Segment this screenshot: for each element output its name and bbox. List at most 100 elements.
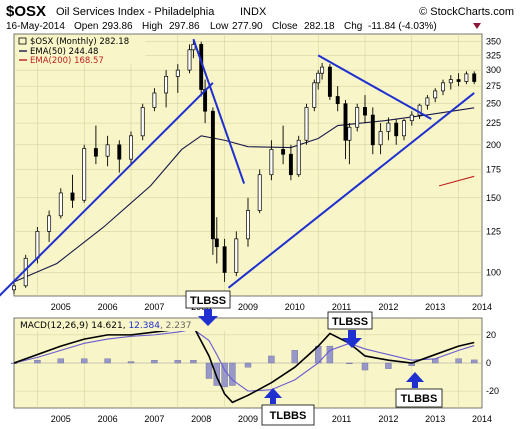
trendline (317, 54, 432, 120)
macd-histogram-bar (229, 362, 236, 386)
macd-x-tick-label: 2013 (425, 414, 445, 424)
price-x-tick-label: 2011 (332, 302, 351, 312)
candle-body (82, 148, 87, 201)
candle-body (370, 114, 375, 146)
chart-symbol: $OSX (6, 3, 46, 20)
candle-body (355, 107, 360, 128)
macd-histogram-bar (244, 362, 252, 368)
candle-body (257, 174, 262, 211)
macd-histogram-bar (326, 345, 334, 364)
quote-low: 277.90 (232, 21, 263, 32)
candle-body (425, 97, 430, 106)
price-y-tick-label: 350 (486, 37, 501, 47)
macd-histogram-bar (127, 361, 135, 364)
candle-body (214, 238, 219, 248)
quote-high: 297.86 (169, 21, 200, 32)
callout-tlbss-2008: TLBSS (185, 290, 231, 326)
candle-body (117, 144, 122, 160)
macd-x-tick-label: 2009 (238, 414, 258, 424)
price-y-tick-label: 300 (486, 65, 501, 75)
macd-y-tick-label: 20 (486, 330, 496, 340)
ema200-series (438, 175, 475, 187)
macd-histogram-bar (174, 359, 182, 364)
price-panel (13, 33, 483, 297)
candle-body (312, 82, 317, 108)
legend-box (17, 36, 145, 64)
candle-body (222, 246, 227, 273)
brand-logo[interactable]: © StockCharts.com (419, 6, 514, 18)
macd-x-tick-label: 2012 (378, 414, 398, 424)
price-x-axis: 2005200620072008200920102011201220132014 (51, 302, 492, 312)
arrow-down-icon (198, 309, 218, 326)
price-y-axis: 100 125 150 175 200 225 250 275 300 325 350 (486, 37, 501, 278)
price-x-tick-label: 2012 (378, 302, 398, 312)
trendline (227, 92, 475, 289)
callout-tlbbs-2013: TLBBS (395, 372, 443, 408)
macd-histogram-bar (455, 358, 462, 364)
macd-histogram-bar (57, 358, 64, 364)
macd-y-axis: -20 0 20 (486, 330, 499, 396)
macd-signal-line (13, 328, 475, 392)
candle-body (288, 153, 293, 176)
candle-body (409, 114, 414, 122)
macd-histogram-bar (361, 362, 369, 371)
quote-high-label: High (142, 21, 163, 32)
legend-ema50: EMA(50) 244.48 (30, 47, 98, 57)
candle-body (363, 107, 367, 116)
candle-body (347, 126, 352, 141)
macd-histogram-bar (190, 359, 197, 364)
price-y-tick-label: 325 (486, 50, 501, 60)
macd-y-tick-label: -20 (486, 386, 499, 396)
macd-histogram-bar (291, 350, 298, 364)
candle-body (210, 110, 215, 240)
macd-histogram-bar (213, 362, 221, 386)
price-y-tick-label: 175 (486, 164, 501, 174)
price-x-tick-label: 2005 (51, 302, 71, 312)
macd-histogram-bar (268, 355, 275, 364)
candle-body (394, 122, 399, 137)
macd-x-tick-label: 2005 (51, 414, 71, 424)
macd-histogram-bar (151, 359, 158, 364)
candle-body (304, 107, 309, 141)
trendlines (0, 38, 475, 297)
quote-close-label: Close (272, 21, 298, 32)
callout-tlbss-2008-label: TLBSS (190, 295, 226, 307)
candle-body (464, 73, 469, 82)
candle-body (105, 144, 110, 157)
macd-histogram-bar (10, 362, 18, 365)
ema50-line (13, 107, 475, 283)
callout-tlbbs-2013-label: TLBBS (401, 393, 438, 405)
candle-body (378, 131, 383, 146)
candle-body (417, 104, 422, 116)
quote-date: 16-May-2014 (6, 21, 65, 32)
price-x-tick-label: 2013 (425, 302, 445, 312)
macd-histogram (10, 345, 478, 388)
candle-body (234, 238, 239, 273)
candle-body (441, 82, 445, 92)
candle-body (164, 76, 169, 94)
price-x-tick-label: 2009 (238, 302, 258, 312)
chg-down-icon (473, 23, 481, 29)
macd-x-tick-label: 2006 (98, 414, 118, 424)
macd-histogram-bar (80, 358, 88, 364)
price-y-tick-label: 200 (486, 140, 501, 150)
candle-body (327, 66, 332, 97)
candle-body (281, 149, 286, 155)
macd-histogram-bar (221, 362, 228, 388)
price-x-tick-label: 2010 (285, 302, 305, 312)
candle-body (386, 122, 391, 132)
price-y-tick-label: 275 (486, 81, 501, 91)
macd-histogram-bar (34, 359, 41, 364)
price-x-tick-label: 2006 (98, 302, 118, 312)
macd-histogram-bar (346, 362, 353, 365)
candle-body (129, 135, 133, 160)
candle-body (246, 210, 250, 240)
candle-body (187, 49, 192, 71)
chart-exchange: INDX (240, 6, 267, 18)
candle-body (58, 192, 63, 217)
callout-tlbss-2011-label: TLBSS (332, 316, 368, 328)
macd-histogram-bar (471, 359, 478, 364)
price-y-tick-label: 225 (486, 118, 501, 128)
candle-body (269, 149, 274, 176)
